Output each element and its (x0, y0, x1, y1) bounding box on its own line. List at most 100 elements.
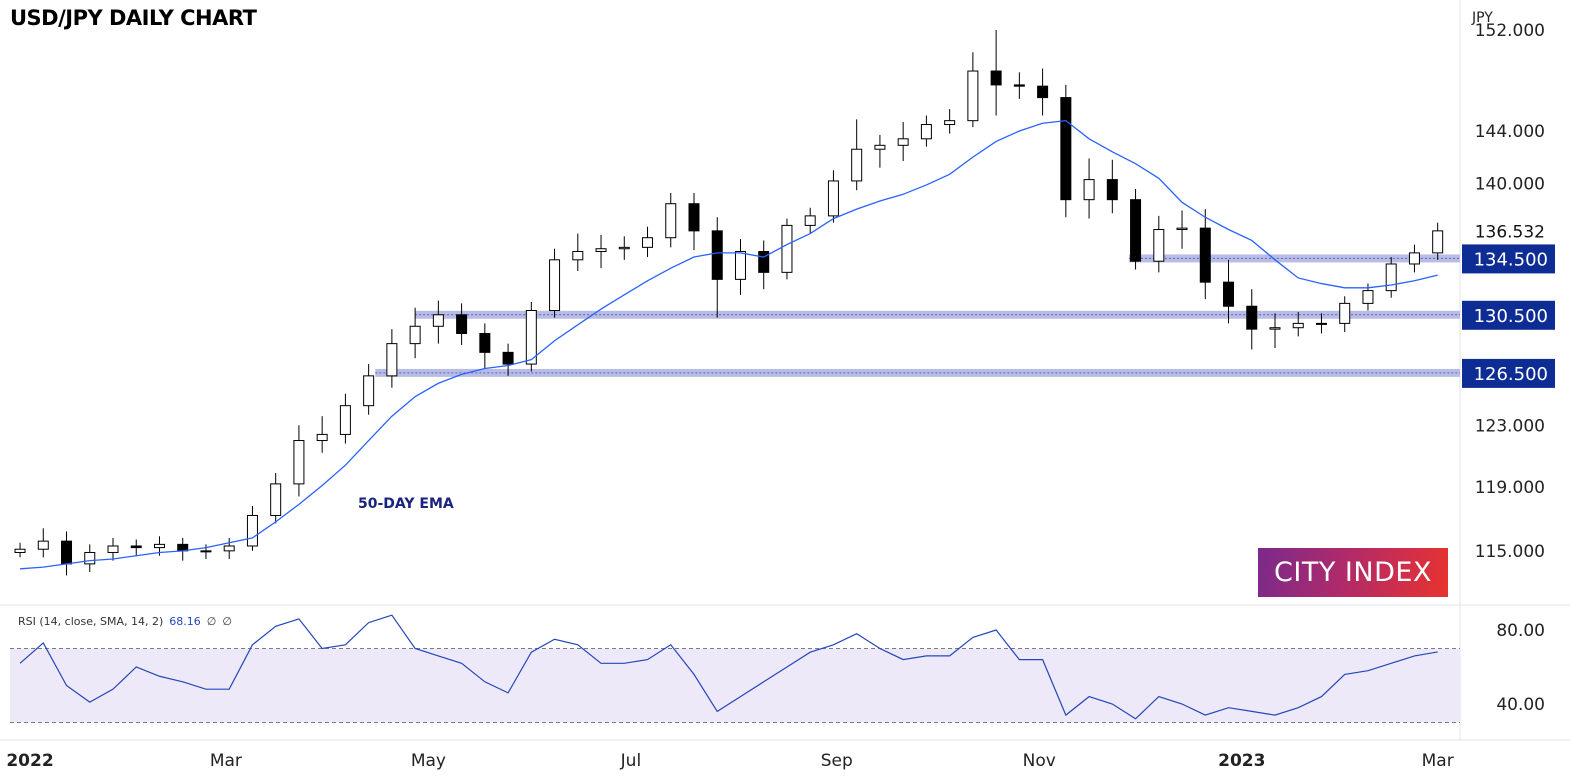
candle-body (1060, 97, 1072, 201)
rsi-legend-label: RSI (14, close, SMA, 14, 2) (18, 615, 164, 628)
level-label: 130.500 (1474, 306, 1548, 327)
x-tick-label: Mar (210, 751, 242, 771)
city-index-logo: CITY INDEX (1258, 548, 1448, 597)
level-badge (1462, 244, 1555, 274)
rsi-legend: RSI (14, close, SMA, 14, 2) 68.16 ∅ ∅ (18, 615, 232, 628)
ema-line (19, 119, 1438, 570)
candle-body (316, 433, 328, 442)
candle-body (758, 250, 770, 273)
level-badge (1462, 300, 1555, 330)
candle-body (525, 310, 537, 365)
candle-body (990, 70, 1002, 86)
rsi-tick-label: 80.00 (1496, 621, 1545, 641)
candle-body (409, 325, 421, 345)
candle-body (84, 551, 96, 565)
candle-body (1130, 199, 1142, 262)
candle-body (711, 230, 723, 280)
candle-body (781, 224, 793, 273)
y-tick-label: 140.000 (1475, 175, 1545, 195)
chart-title: USD/JPY DAILY CHART (10, 6, 257, 30)
candle-body (223, 545, 235, 552)
candle-body (1199, 227, 1211, 283)
candle-body (293, 440, 305, 485)
ema-label: 50-DAY EMA (358, 496, 454, 512)
candle-body (944, 120, 956, 126)
candle-body (1037, 85, 1049, 99)
candle-body (572, 250, 584, 261)
candle-body (851, 148, 863, 182)
last-price-label: 136.532 (1475, 222, 1545, 242)
candle-body (920, 124, 932, 140)
candle-body (665, 203, 677, 239)
candle-body (827, 180, 839, 217)
candle-body (432, 314, 444, 327)
x-tick-label: 2023 (1218, 751, 1265, 771)
candle-body (1432, 230, 1444, 254)
candle-body (874, 144, 886, 150)
y-axis-unit: JPY (1472, 10, 1493, 26)
candle-body (1339, 302, 1351, 324)
candle-body (897, 138, 909, 146)
candle-body (642, 237, 654, 248)
candle-body (153, 543, 165, 549)
candle-body (37, 540, 49, 550)
x-tick-label: Jul (620, 751, 642, 771)
candle-body (339, 405, 351, 435)
level-label: 126.500 (1474, 364, 1548, 385)
candle-body (804, 215, 816, 226)
candle-body (200, 550, 212, 553)
candle-body (1223, 281, 1235, 307)
candle-body (1362, 290, 1374, 304)
candle-body (1106, 179, 1118, 201)
rsi-band (10, 648, 1460, 723)
candle-body (1269, 327, 1281, 330)
x-tick-label: Sep (821, 751, 853, 771)
y-tick-label: 119.000 (1475, 478, 1545, 498)
y-tick-label: 152.000 (1475, 21, 1545, 41)
candle-body (1315, 322, 1327, 325)
candle-body (386, 343, 398, 377)
candle-body (1176, 227, 1188, 230)
candle-body (1385, 263, 1397, 292)
candle-body (688, 203, 700, 232)
candle-body (1408, 252, 1420, 265)
candle-body (502, 351, 514, 365)
candle-body (246, 514, 258, 547)
candle-body (618, 246, 630, 250)
candle-body (734, 250, 746, 280)
rsi-legend-extra2: ∅ (222, 615, 232, 628)
candle-body (363, 375, 375, 407)
rsi-legend-extra1: ∅ (206, 615, 217, 628)
x-tick-label: May (411, 751, 446, 771)
candle-body (479, 332, 491, 353)
candle-body (549, 259, 561, 312)
x-tick-label: Mar (1422, 751, 1454, 771)
rsi-line (19, 614, 1438, 720)
candle-body (1153, 228, 1165, 262)
candle-body (107, 545, 119, 553)
candle-body (1292, 322, 1304, 329)
rsi-tick-label: 40.00 (1496, 695, 1545, 715)
candle-body (456, 314, 468, 334)
candle-body (595, 248, 607, 252)
support-zone-130.500 (415, 310, 1460, 319)
level-label: 134.500 (1474, 249, 1548, 270)
candle-body (130, 545, 142, 549)
candle-body (1083, 179, 1095, 201)
y-tick-label: 115.000 (1475, 542, 1545, 562)
candle-body (967, 70, 979, 122)
x-tick-label: Nov (1023, 751, 1056, 771)
candle-body (1246, 305, 1258, 330)
level-badge (1462, 358, 1555, 388)
support-zone-126.500 (375, 368, 1460, 377)
candle-body (14, 548, 26, 553)
y-tick-label: 123.000 (1475, 416, 1545, 436)
candle-body (61, 540, 73, 565)
y-tick-label: 144.000 (1475, 122, 1545, 142)
candle-body (270, 483, 282, 516)
x-tick-label: 2022 (6, 751, 53, 771)
candle-body (1013, 84, 1025, 87)
rsi-legend-value: 68.16 (169, 615, 201, 628)
